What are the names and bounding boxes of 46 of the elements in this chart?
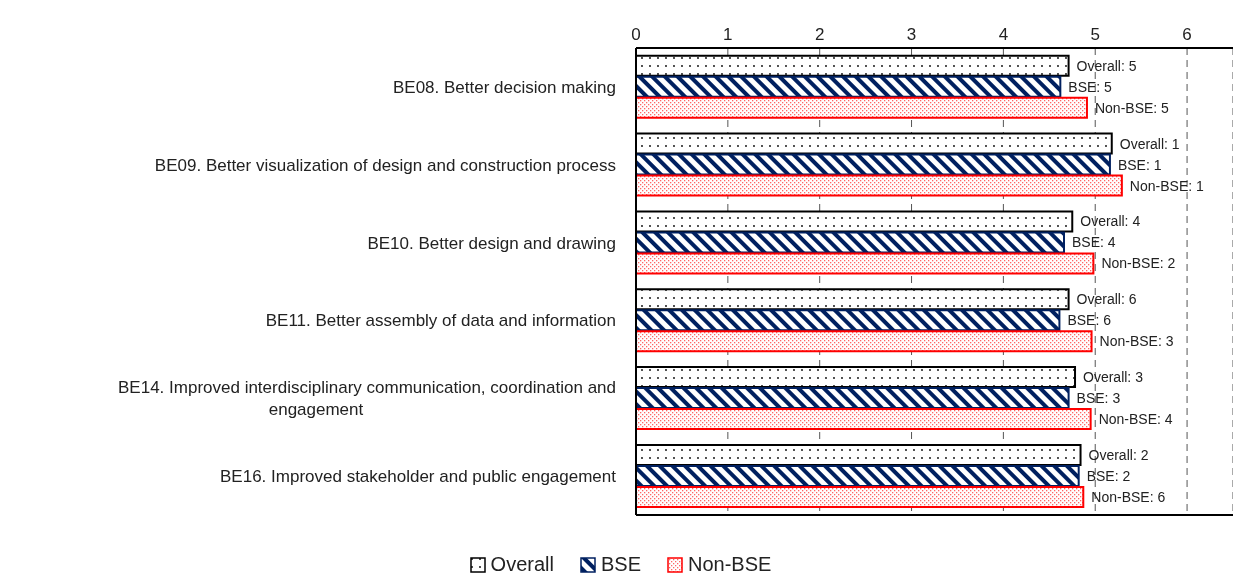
legend-label: Non-BSE	[687, 553, 772, 576]
bar	[636, 485, 1085, 508]
bar	[636, 252, 1095, 275]
x-tick-label: 6	[1182, 25, 1192, 44]
annotation: Non-BSE: 1	[1129, 177, 1204, 194]
annotation: Non-BSE: 2	[1101, 255, 1176, 272]
bar	[636, 96, 1088, 119]
annotation: Overall: 5	[1076, 57, 1137, 74]
x-tick-label: 4	[998, 25, 1009, 44]
bar	[636, 231, 1065, 254]
legend-label: BSE	[599, 553, 641, 576]
annotation: BSE: 1	[1117, 156, 1162, 173]
bar	[636, 75, 1062, 98]
y-tick-label: BE09. Better visualization of design and construction process	[154, 155, 616, 175]
y-tick-label: BE11. Better assembly of data and information	[265, 311, 616, 331]
x-tick-label: 2	[814, 25, 825, 44]
annotation: Non-BSE: 5	[1094, 99, 1170, 116]
annotation: Overall: 6	[1076, 291, 1137, 308]
annotation: Non-BSE: 3	[1099, 333, 1174, 350]
x-tick-label: 3	[906, 25, 917, 44]
x-tick-label: 1	[723, 25, 733, 44]
annotation: Overall: 2	[1088, 446, 1149, 463]
y-tick-label: BE08. Better decision making	[392, 77, 616, 97]
bar	[636, 408, 1092, 431]
bar	[636, 387, 1070, 410]
bar	[636, 464, 1080, 487]
x-tick-label: 5	[1090, 25, 1100, 44]
annotation: Overall: 1	[1119, 135, 1180, 152]
y-tick-label: BE10. Better design and drawing	[367, 233, 616, 253]
x-tick-label: 0	[631, 25, 641, 44]
y-tick-label: BE16. Improved stakeholder and public engagement	[220, 467, 617, 487]
annotation: Overall: 4	[1080, 213, 1141, 230]
annotation: BSE: 2	[1086, 467, 1131, 484]
bar	[636, 309, 1061, 332]
bar	[636, 174, 1123, 197]
annotation: BSE: 6	[1067, 312, 1112, 329]
annotation: BSE: 5	[1068, 78, 1113, 95]
annotation: Non-BSE: 6	[1091, 488, 1166, 505]
annotation: BSE: 4	[1072, 234, 1116, 251]
y-tick-label: BE14. Improved interdisciplinary communication, coordination and engagement	[118, 378, 616, 420]
legend-label: Overall	[489, 553, 554, 576]
annotation: BSE: 3	[1076, 390, 1121, 407]
bar	[636, 153, 1111, 176]
annotation: Overall: 3	[1083, 369, 1144, 386]
bar	[636, 330, 1093, 353]
annotation: Non-BSE: 4	[1098, 411, 1173, 428]
